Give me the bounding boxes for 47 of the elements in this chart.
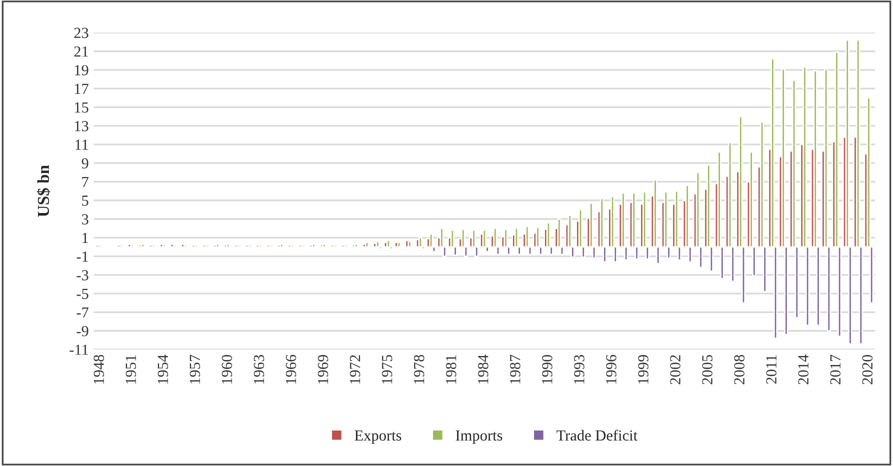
x-tick-label: 1990 — [542, 354, 552, 384]
y-tick-label: 11 — [76, 140, 88, 150]
legend-label: Trade Deficit — [556, 430, 638, 441]
x-tick-label: 2011 — [766, 355, 776, 384]
x-tick-label: 2017 — [830, 354, 841, 384]
y-tick-label: 15 — [74, 102, 88, 113]
x-tick-label: 1996 — [606, 354, 616, 384]
y-tick-label: -1 — [76, 252, 88, 262]
y-tick-label: 21 — [74, 46, 88, 57]
x-tick-label: 1954 — [158, 354, 168, 384]
x-tick-label: 2005 — [702, 354, 712, 384]
x-tick-label: 2020 — [862, 354, 873, 384]
x-tick-label: 1981 — [446, 355, 456, 384]
x-tick-label: 2014 — [798, 354, 809, 384]
x-tick-label: 1963 — [254, 354, 264, 384]
y-tick-label: -5 — [76, 288, 88, 300]
y-tick-label: 13 — [74, 121, 88, 132]
y-tick-label: 17 — [74, 84, 88, 94]
y-tick-label: -11 — [70, 344, 88, 355]
x-tick-label: 1951 — [126, 355, 136, 384]
y-tick-label: 23 — [74, 28, 88, 38]
x-tick-label: 1993 — [574, 354, 584, 384]
x-tick-label: 1987 — [510, 354, 520, 384]
y-tick-label: -7 — [76, 308, 88, 318]
x-tick-label: 1999 — [638, 354, 648, 384]
x-tick-label: 1978 — [414, 354, 424, 384]
x-tick-label: 1948 — [94, 354, 104, 384]
y-tick-label: -3 — [76, 270, 88, 280]
x-tick-label: 1957 — [190, 354, 200, 384]
x-tick-label: 2008 — [734, 354, 744, 384]
y-tick-label: 1 — [82, 232, 88, 243]
x-tick-label: 1984 — [478, 354, 488, 384]
y-tick-label: 5 — [82, 196, 88, 206]
y-tick-label: 7 — [82, 177, 88, 188]
x-tick-label: 1960 — [222, 354, 232, 384]
legend-label: Exports — [354, 430, 402, 444]
y-tick-label: 9 — [82, 158, 88, 169]
y-tick-label: 19 — [74, 65, 88, 76]
x-tick-label: 1969 — [318, 354, 328, 384]
x-tick-label: 1975 — [382, 354, 392, 384]
legend-label: Imports — [456, 430, 502, 444]
y-tick-label: -9 — [76, 326, 88, 336]
x-tick-label: 1966 — [286, 354, 296, 384]
y-tick-label: 3 — [82, 214, 88, 224]
y-axis-title: US$ bn — [36, 165, 50, 217]
x-tick-label: 1972 — [350, 355, 360, 384]
x-tick-label: 2002 — [670, 355, 680, 384]
